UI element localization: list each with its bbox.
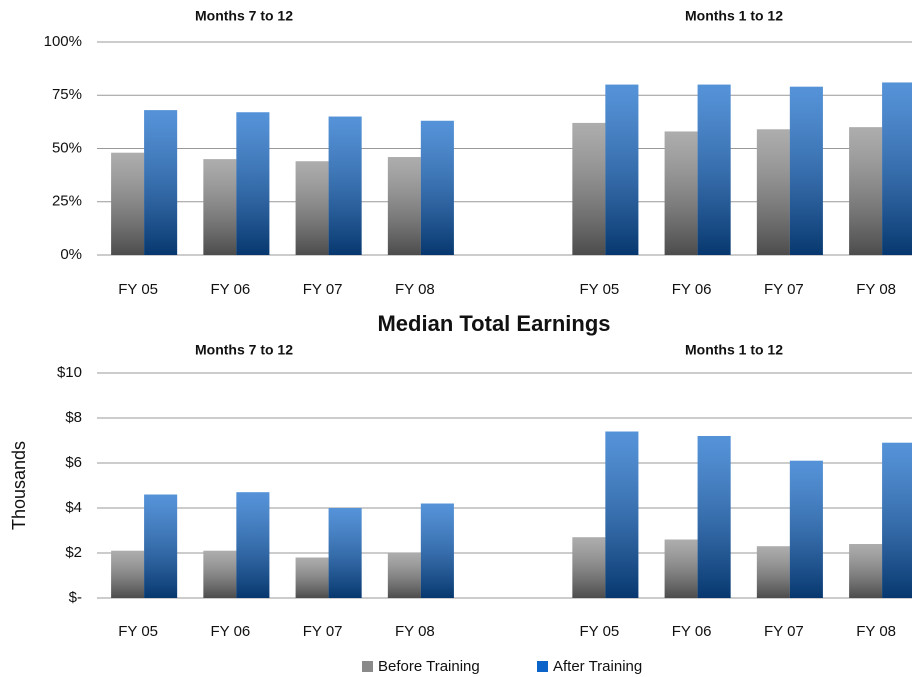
bar-shade bbox=[756, 546, 790, 598]
bar-shade bbox=[572, 122, 606, 255]
x-tick-label: FY 07 bbox=[764, 281, 804, 298]
x-tick-label: FY 05 bbox=[118, 281, 158, 298]
x-tick-label: FY 06 bbox=[672, 281, 712, 298]
x-tick-label: FY 05 bbox=[580, 623, 620, 640]
chart-title: Median Total Earnings bbox=[377, 311, 610, 336]
bar-shade bbox=[849, 544, 883, 598]
legend-label: Before Training bbox=[378, 658, 480, 675]
bar-shade bbox=[697, 436, 731, 598]
bar-shade bbox=[203, 159, 237, 255]
x-tick-label: FY 08 bbox=[395, 623, 435, 640]
bar-shade bbox=[882, 442, 912, 598]
bar-shade bbox=[420, 503, 454, 598]
bar-shade bbox=[236, 112, 270, 255]
bar-shade bbox=[756, 129, 790, 255]
y-tick-label: 0% bbox=[60, 246, 82, 263]
bar-shade bbox=[605, 84, 639, 255]
y-tick-label: 100% bbox=[44, 33, 82, 50]
bar-shade bbox=[572, 537, 606, 598]
y-tick-label: 25% bbox=[52, 193, 82, 210]
group-label: Months 7 to 12 bbox=[195, 342, 293, 358]
y-axis-label: Thousands bbox=[9, 441, 29, 530]
y-tick-label: $- bbox=[69, 589, 82, 606]
y-tick-label: $2 bbox=[65, 544, 82, 561]
x-tick-label: FY 07 bbox=[764, 623, 804, 640]
bar-shade bbox=[849, 127, 883, 255]
bar-shade bbox=[664, 131, 698, 255]
x-tick-label: FY 07 bbox=[303, 281, 343, 298]
x-tick-label: FY 08 bbox=[856, 281, 896, 298]
y-tick-label: 50% bbox=[52, 139, 82, 156]
bar-shade bbox=[295, 161, 329, 255]
bar-shade bbox=[144, 494, 178, 598]
bar-shade bbox=[789, 86, 823, 255]
bar-shade bbox=[328, 116, 362, 255]
bar-shade bbox=[387, 157, 421, 255]
bar-shade bbox=[664, 539, 698, 598]
bar-shade bbox=[387, 553, 421, 598]
group-label: Months 1 to 12 bbox=[685, 342, 783, 358]
legend-label: After Training bbox=[553, 658, 642, 675]
bar-shade bbox=[328, 508, 362, 598]
x-tick-label: FY 05 bbox=[118, 623, 158, 640]
bar-shade bbox=[789, 460, 823, 598]
legend-swatch bbox=[362, 661, 373, 672]
bar-shade bbox=[295, 557, 329, 598]
x-tick-label: FY 08 bbox=[856, 623, 896, 640]
bar-shade bbox=[111, 152, 145, 255]
group-label: Months 1 to 12 bbox=[685, 8, 783, 24]
bar-shade bbox=[144, 110, 178, 255]
x-tick-label: FY 05 bbox=[580, 281, 620, 298]
x-tick-label: FY 06 bbox=[211, 281, 251, 298]
bar-shade bbox=[236, 492, 270, 598]
y-tick-label: $6 bbox=[65, 454, 82, 471]
x-tick-label: FY 06 bbox=[672, 623, 712, 640]
legend-swatch bbox=[537, 661, 548, 672]
y-tick-label: $4 bbox=[65, 499, 82, 516]
group-label: Months 7 to 12 bbox=[195, 8, 293, 24]
y-tick-label: $10 bbox=[57, 364, 82, 381]
bar-shade bbox=[605, 431, 639, 598]
x-tick-label: FY 08 bbox=[395, 281, 435, 298]
y-tick-label: $8 bbox=[65, 409, 82, 426]
y-tick-label: 75% bbox=[52, 86, 82, 103]
bar-shade bbox=[697, 84, 731, 255]
bar-shade bbox=[111, 550, 145, 598]
x-tick-label: FY 06 bbox=[211, 623, 251, 640]
bar-shade bbox=[420, 120, 454, 255]
bar-shade bbox=[203, 550, 237, 598]
bar-shade bbox=[882, 82, 912, 255]
x-tick-label: FY 07 bbox=[303, 623, 343, 640]
